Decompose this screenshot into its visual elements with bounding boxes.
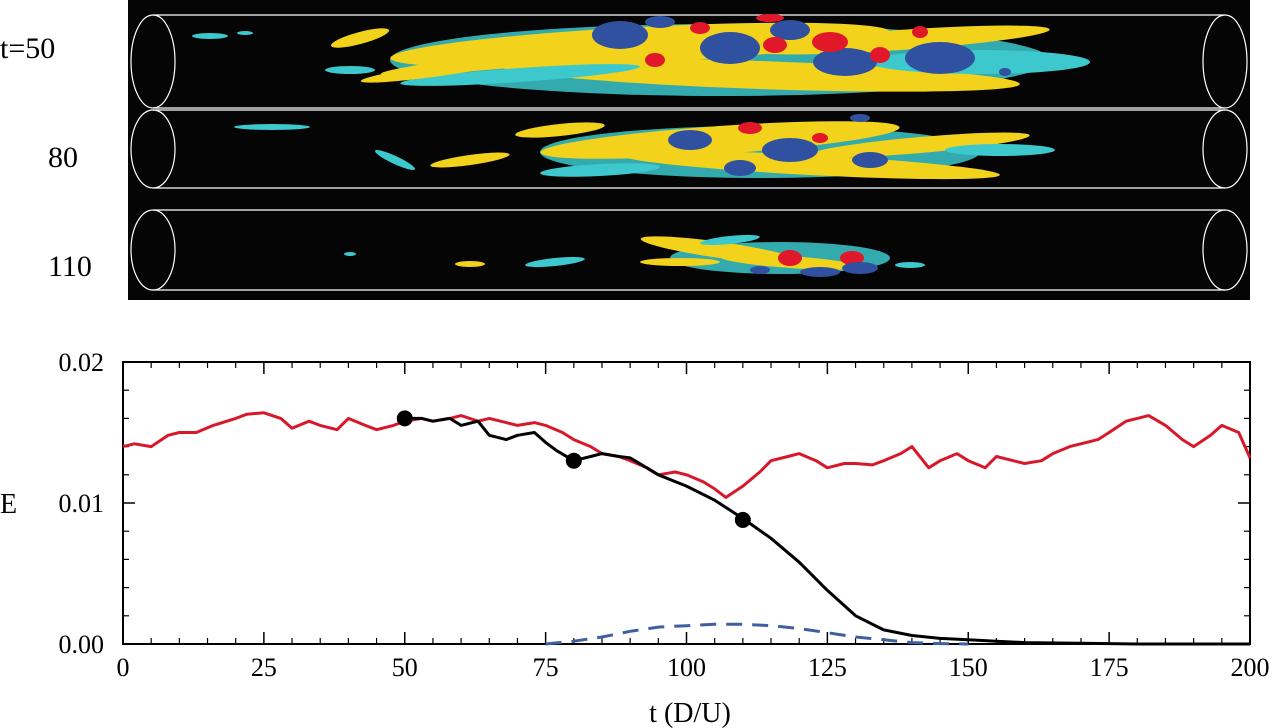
- series-line-1: [404, 416, 1250, 646]
- pipe-snapshot-t80: [130, 109, 1248, 189]
- series-line-2: [545, 622, 969, 646]
- pipe-outline: [130, 209, 1248, 291]
- plot-frame: [122, 361, 1251, 645]
- snapshot-marker-1: [565, 452, 582, 469]
- pipe-snapshot-t110: [130, 209, 1248, 291]
- snapshot-label-t50: t=50: [0, 32, 55, 65]
- snapshot-marker-0: [396, 410, 413, 427]
- y-axis-label: E: [0, 489, 17, 520]
- vortex-structures: [234, 114, 1055, 180]
- x-axis-label: t (D/U): [649, 698, 731, 728]
- snapshot-label-t110: 110: [48, 250, 92, 283]
- vortex-structures: [192, 14, 1090, 96]
- energy-chart: 0 25 50 75 100 125 150 175 200 0.00 0.01 0.02 t (D/…: [0, 348, 1270, 728]
- x-tick-label: 175: [1090, 653, 1129, 682]
- snapshot-marker-2: [734, 511, 751, 528]
- pipe-outline: [130, 14, 1248, 109]
- y-tick-label: 0.01: [59, 489, 105, 518]
- vortex-structures: [344, 234, 925, 277]
- x-tick-label: 100: [667, 653, 706, 682]
- pipe-outline: [130, 109, 1248, 189]
- x-tick-label: 150: [949, 653, 988, 682]
- x-tick-label: 125: [808, 653, 847, 682]
- pipe-snapshot-t50: [130, 14, 1248, 109]
- x-tick-label: 200: [1231, 653, 1270, 682]
- tick-labels: 0 25 50 75 100 125 150 175 200 0.00 0.01 0.02: [59, 348, 1270, 682]
- y-tick-label: 0.02: [59, 348, 105, 377]
- series-layer: [122, 411, 1252, 646]
- x-tick-label: 0: [117, 653, 130, 682]
- x-tick-label: 25: [251, 653, 277, 682]
- series-line-0: [122, 411, 1252, 499]
- snapshot-label-t80: 80: [48, 141, 78, 174]
- axis-ticks: [122, 361, 1251, 645]
- y-tick-label: 0.00: [59, 630, 105, 659]
- vortex-snapshots-panel: t=50 80 110: [0, 0, 1250, 300]
- marker-layer: [396, 410, 751, 528]
- x-tick-label: 50: [392, 653, 418, 682]
- x-tick-label: 75: [533, 653, 559, 682]
